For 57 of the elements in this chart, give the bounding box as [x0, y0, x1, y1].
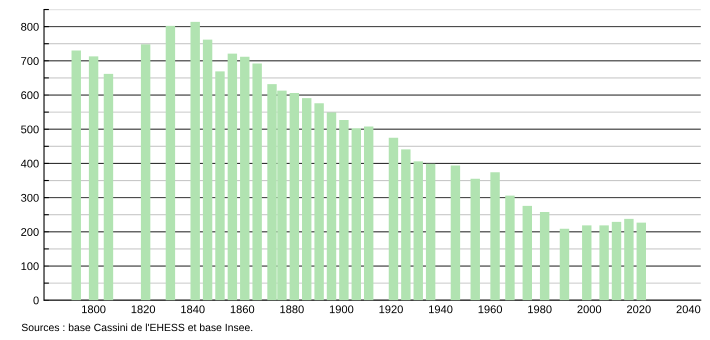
bar	[352, 128, 361, 300]
y-tick-label: 300	[21, 194, 39, 202]
x-tick-label: 2000	[577, 305, 602, 314]
bar	[582, 225, 592, 300]
bar	[612, 222, 622, 300]
bar	[228, 54, 238, 300]
bar	[450, 165, 460, 300]
bar	[505, 196, 515, 300]
x-tick-label: 1860	[230, 305, 254, 314]
bar	[104, 74, 114, 300]
bar	[190, 22, 200, 300]
bar	[166, 26, 176, 300]
source-note: Sources : base Cassini de l'EHESS et base Insee.	[22, 323, 252, 332]
bar	[560, 228, 570, 300]
bar	[388, 138, 398, 300]
bar	[314, 103, 324, 300]
y-tick-label: 0	[33, 296, 39, 304]
bar	[290, 92, 300, 300]
x-tick-label: 1900	[330, 305, 354, 314]
x-tick-label: 1820	[132, 305, 156, 314]
bar	[88, 56, 98, 300]
bar	[426, 164, 436, 300]
y-tick-label: 400	[20, 160, 39, 168]
y-tick-label: 200	[21, 228, 39, 236]
bar	[470, 178, 480, 300]
bar	[401, 149, 411, 300]
x-tick-label: 1960	[478, 305, 502, 314]
y-tick-label: 100	[21, 262, 39, 270]
bar	[540, 212, 550, 300]
y-tick-label: 500	[21, 125, 39, 134]
x-tick-label: 2020	[627, 305, 651, 314]
bar	[252, 64, 262, 300]
bar	[140, 44, 150, 300]
y-tick-label: 700	[21, 57, 39, 65]
x-tick-label: 1800	[82, 305, 106, 314]
x-tick-label: 1940	[429, 305, 452, 314]
bar	[202, 40, 212, 300]
bar	[624, 218, 634, 300]
bar	[414, 161, 423, 300]
bar	[326, 112, 336, 300]
bar	[636, 222, 646, 300]
x-tick-label: 1920	[379, 305, 403, 314]
y-tick-label: 800	[21, 22, 39, 31]
x-tick-label: 1880	[280, 305, 304, 314]
x-tick-label: 2040	[676, 305, 700, 314]
bar	[302, 98, 312, 300]
y-tick-label: 600	[21, 91, 39, 100]
x-tick-label: 1980	[528, 305, 552, 314]
bar	[364, 126, 374, 300]
bar	[215, 71, 225, 300]
bar	[599, 225, 609, 300]
bar	[522, 206, 532, 300]
x-tick-label: 1840	[181, 305, 205, 314]
bar	[339, 120, 349, 300]
bar	[240, 56, 250, 300]
bar	[490, 172, 500, 300]
bar	[72, 50, 81, 300]
